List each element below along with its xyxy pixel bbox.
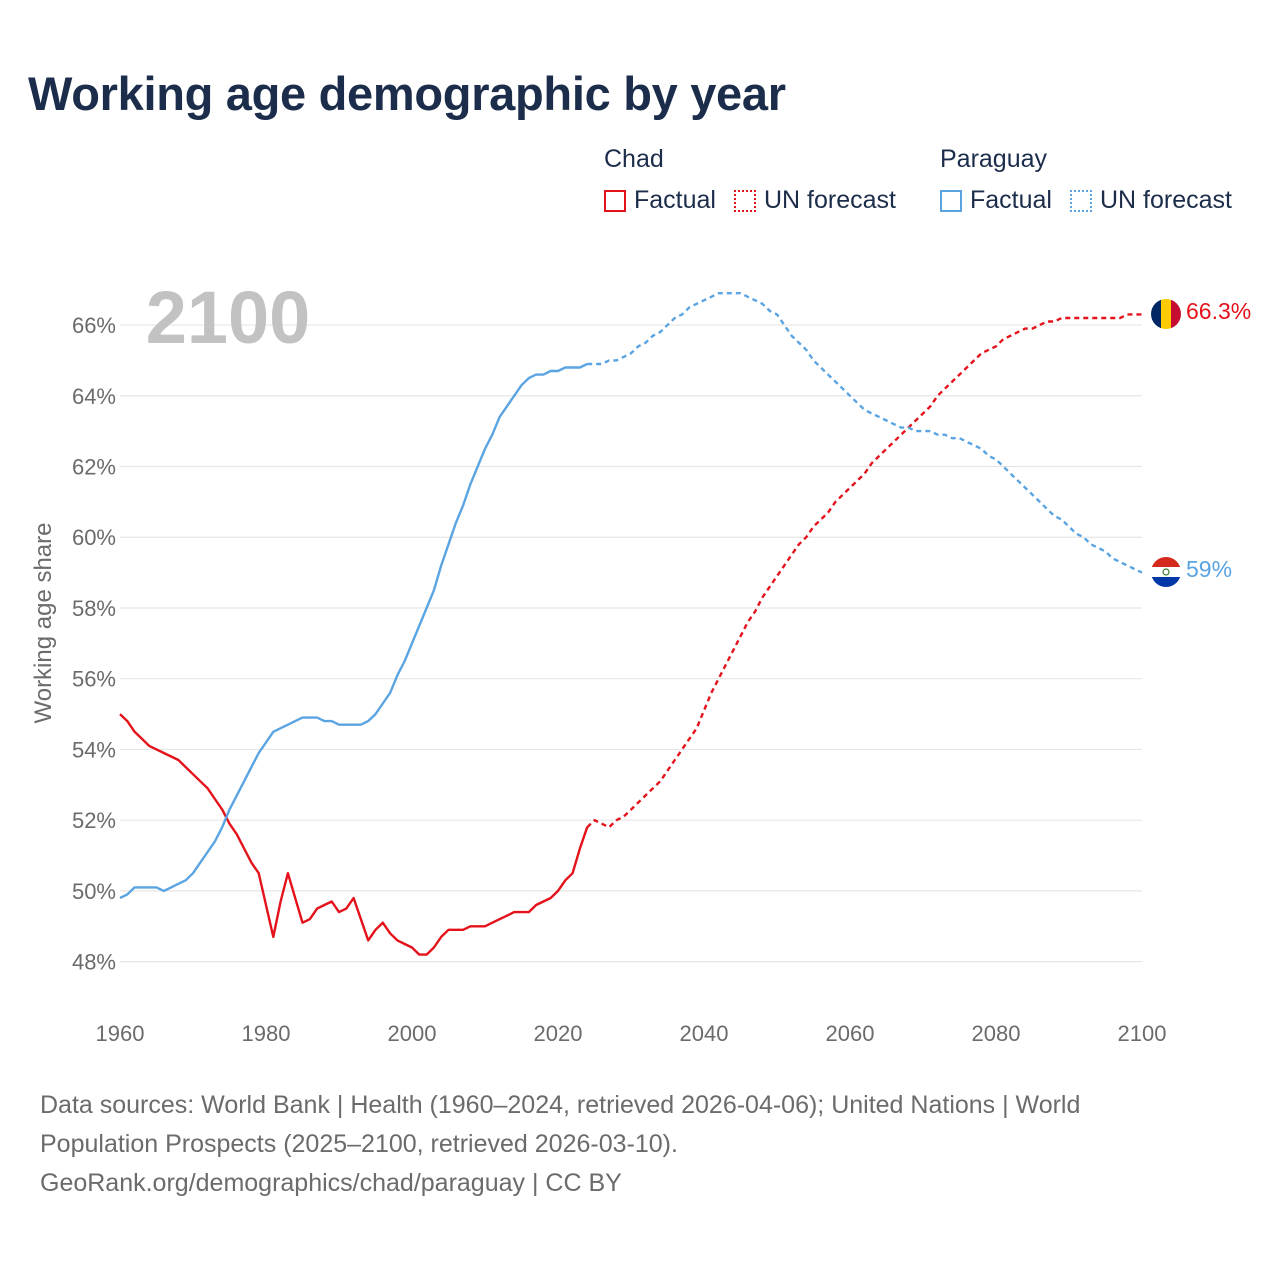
legend-group-paraguay: Paraguay Factual UN forecast [940, 142, 1250, 215]
footer-line-2: Population Prospects (2025–2100, retriev… [40, 1130, 678, 1158]
legend-group-chad: Chad Factual UN forecast [604, 142, 914, 215]
series-line-chad-factual[interactable] [119, 713, 589, 956]
legend-item-paraguay-factual[interactable]: Factual [940, 186, 1052, 215]
x-tick-label: 2000 [388, 1021, 437, 1046]
y-axis-title: Working age share [30, 523, 57, 724]
y-tick-label: 58% [72, 596, 116, 621]
legend-item-paraguay-forecast[interactable]: UN forecast [1069, 186, 1232, 215]
y-tick-label: 50% [72, 879, 116, 904]
x-tick-label: 2100 [1118, 1021, 1167, 1046]
x-tick-label: 1960 [96, 1021, 145, 1046]
legend-label: UN forecast [1099, 186, 1232, 214]
series-line-paraguay-forecast[interactable] [587, 292, 1143, 574]
footer-line-1: Data sources: World Bank | Health (1960–… [40, 1091, 1081, 1119]
x-tick-label: 2020 [534, 1021, 583, 1046]
y-tick-label: 66% [72, 313, 116, 338]
y-tick-label: 52% [72, 808, 116, 833]
legend-swatch-dotted [1069, 189, 1092, 212]
y-tick-label: 64% [72, 384, 116, 409]
chart-title: Working age demographic by year [28, 67, 786, 120]
x-tick-label: 2060 [826, 1021, 875, 1046]
y-tick-label: 48% [72, 950, 116, 975]
series-line-paraguay-factual[interactable] [119, 362, 588, 900]
footer-link[interactable]: GeoRank.org/demographics/chad/paraguay |… [40, 1169, 622, 1197]
x-tick-label: 1980 [242, 1021, 291, 1046]
legend-group-name: Chad [604, 145, 664, 173]
paraguay-flag-icon [1151, 557, 1181, 587]
series-line-chad-forecast[interactable] [586, 313, 1142, 829]
legend-swatch-solid [940, 189, 962, 212]
end-label-chad: 66.3% [1186, 298, 1251, 324]
y-tick-label: 54% [72, 737, 116, 762]
legend-group-name: Paraguay [940, 145, 1048, 173]
legend-swatch-dotted [733, 189, 756, 212]
x-tick-label: 2040 [680, 1021, 729, 1046]
line-chart: 2100 Working age share 48% 50% 52% 54% 56% 58… [30, 276, 1251, 1046]
year-badge: 2100 [146, 276, 311, 359]
legend-label: Factual [634, 186, 716, 214]
chad-flag-icon [1151, 299, 1181, 329]
legend-swatch-solid [604, 189, 626, 212]
end-label-paraguay: 59% [1186, 556, 1232, 582]
legend-item-chad-forecast[interactable]: UN forecast [733, 186, 896, 215]
legend-label: Factual [970, 186, 1052, 214]
legend-label: UN forecast [763, 186, 896, 214]
legend-item-chad-factual[interactable]: Factual [604, 186, 716, 215]
y-tick-label: 60% [72, 525, 116, 550]
x-tick-label: 2080 [972, 1021, 1021, 1046]
y-tick-label: 62% [72, 455, 116, 480]
footer-source: Data sources: World Bank | Health (1960–… [40, 1086, 1240, 1203]
y-tick-label: 56% [72, 667, 116, 692]
